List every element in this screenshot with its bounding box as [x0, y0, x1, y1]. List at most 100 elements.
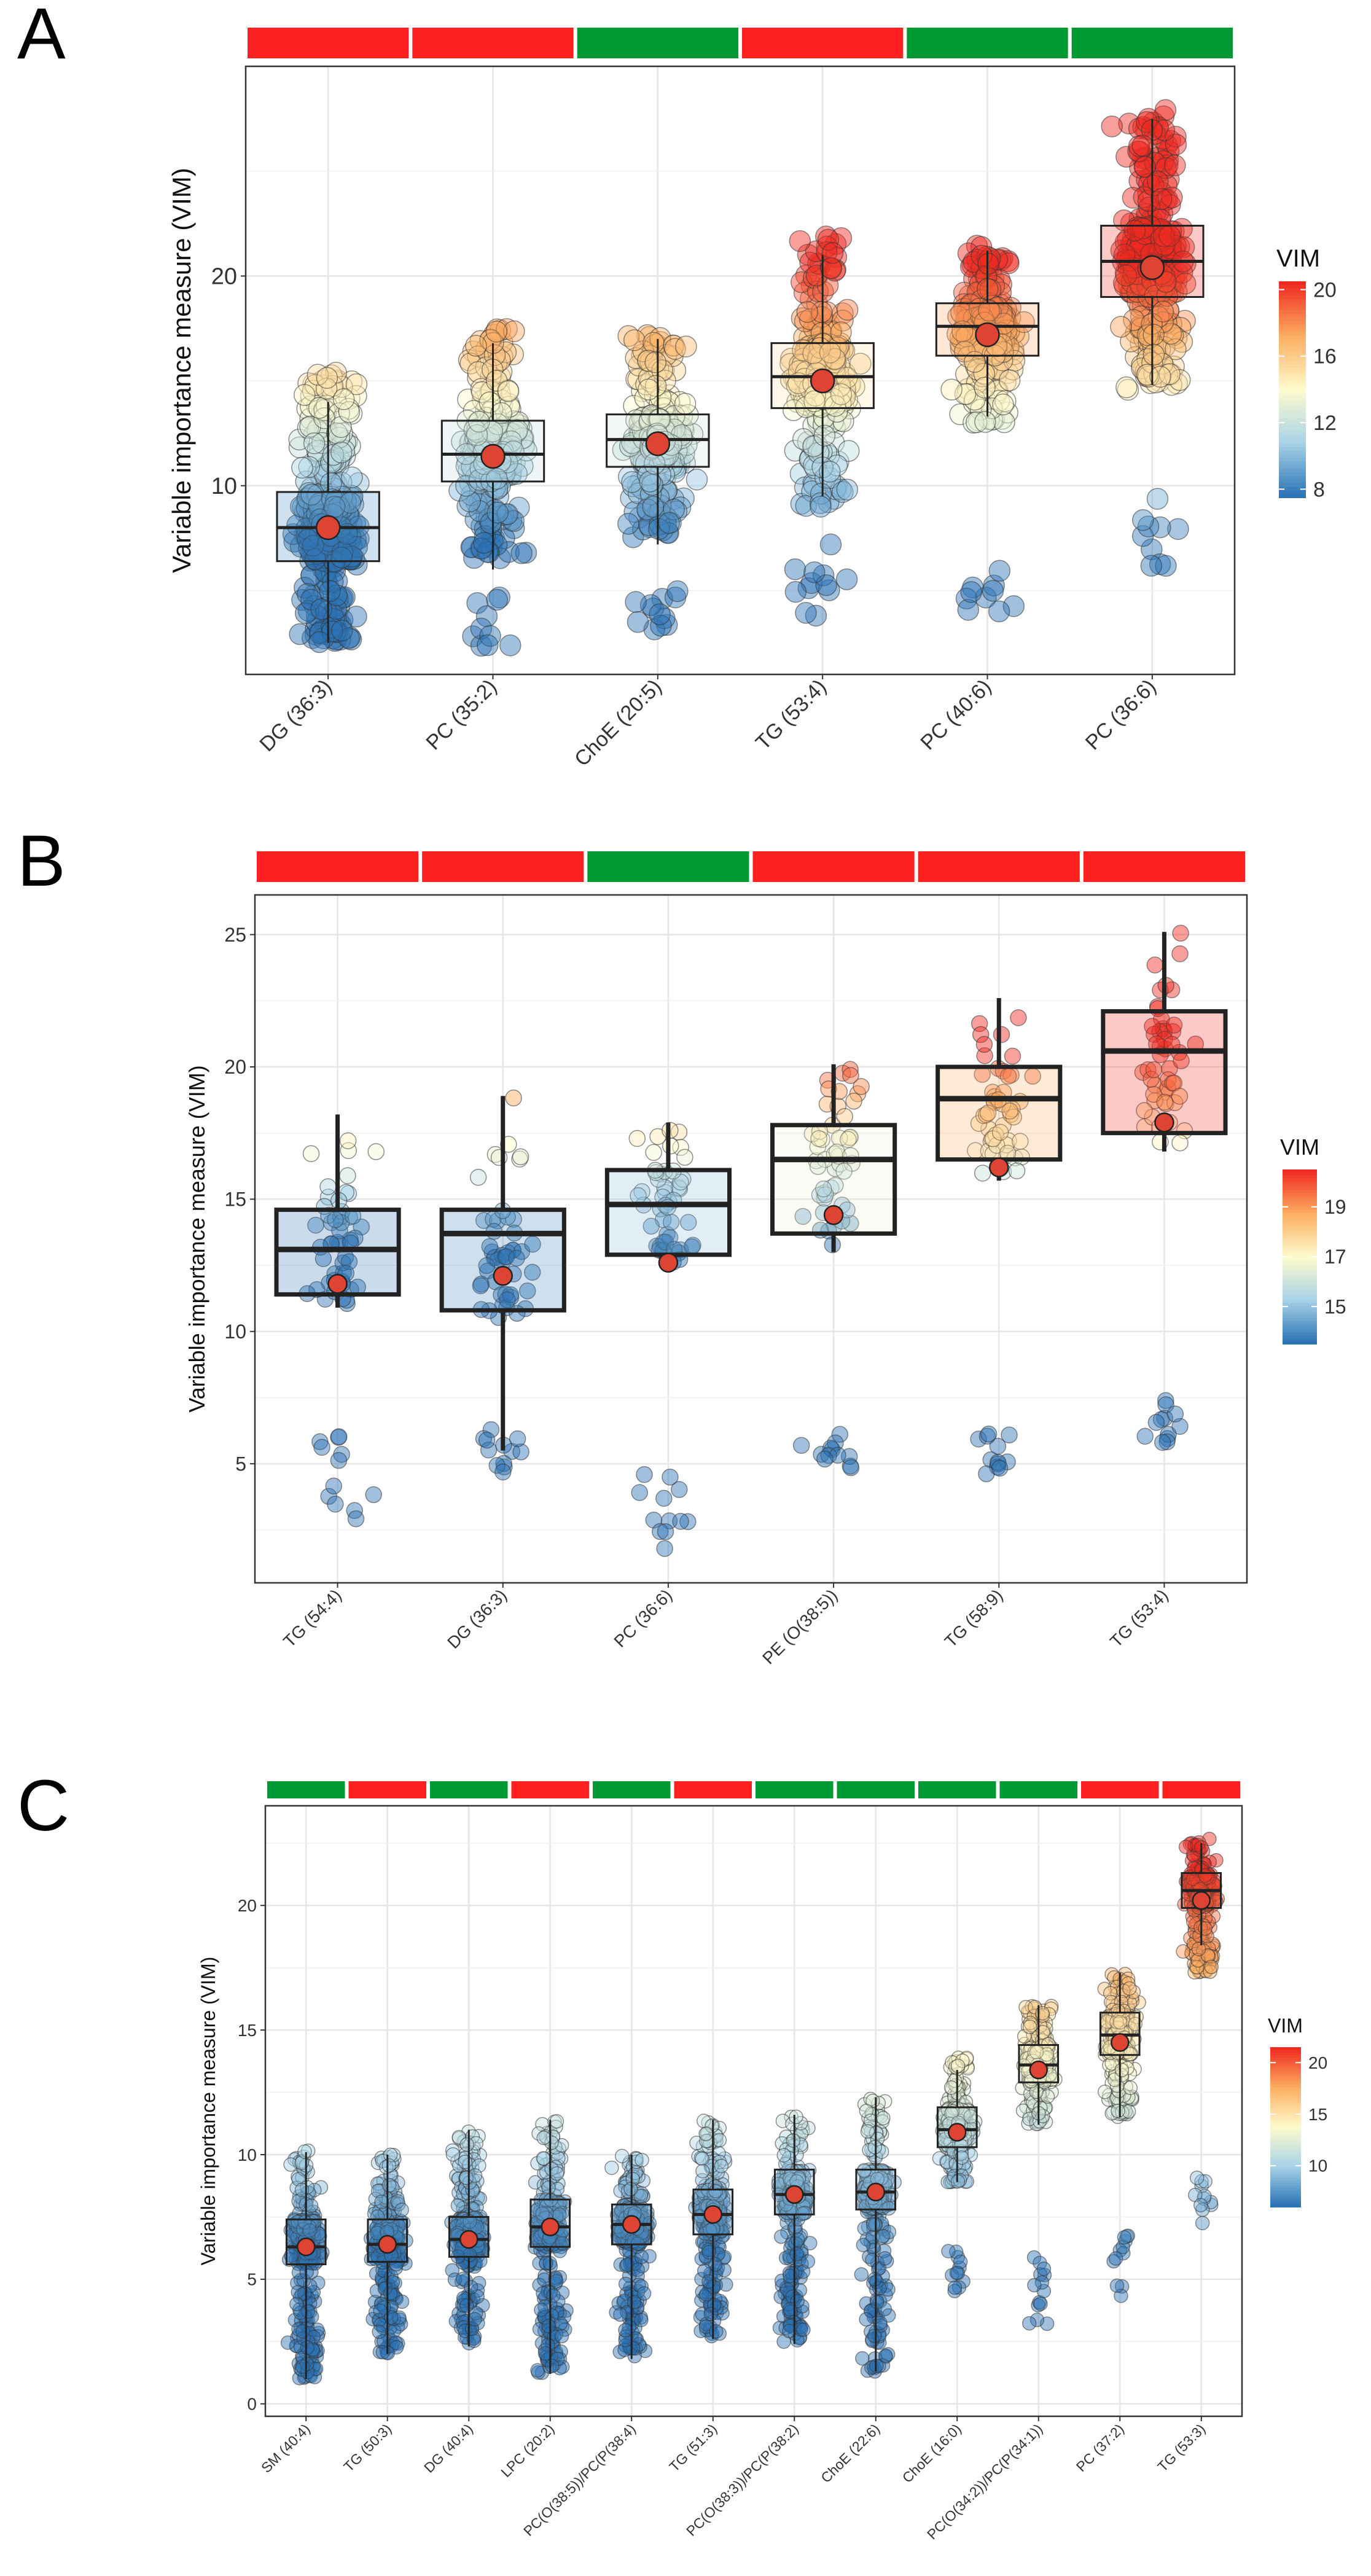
data-point [467, 2168, 483, 2183]
data-point [623, 329, 646, 351]
y-tick-label: 20 [238, 1896, 257, 1915]
outlier-point [803, 561, 826, 584]
data-point [319, 1178, 337, 1195]
outlier-point [957, 599, 980, 621]
outlier-point [784, 558, 807, 580]
status-segment-up [742, 28, 904, 58]
data-point [830, 321, 852, 343]
status-segment-down [837, 1781, 915, 1798]
outlier-point [842, 1459, 860, 1477]
status-segment-down [999, 1781, 1077, 1798]
data-point [458, 2155, 472, 2169]
data-point [295, 2324, 310, 2339]
colorbar-slice [1279, 338, 1306, 343]
colorbar-slice [1279, 349, 1306, 354]
y-tick-label: 10 [238, 2145, 257, 2164]
data-point [627, 2295, 642, 2309]
data-point [464, 2280, 478, 2295]
status-segment-up [257, 851, 419, 882]
outlier-point [636, 1466, 653, 1483]
data-point [604, 2160, 619, 2176]
data-point [974, 1165, 991, 1182]
colorbar-slice [1279, 321, 1306, 326]
status-segment-up [412, 28, 574, 58]
outlier-point [1146, 488, 1169, 510]
outlier-point [982, 580, 1004, 602]
data-point [465, 335, 487, 357]
colorbar-slice [1279, 306, 1306, 311]
colorbar-slice [1279, 415, 1306, 419]
status-segment-up [752, 851, 915, 882]
data-point [289, 2297, 304, 2311]
outlier-point [1136, 1427, 1154, 1445]
data-point [459, 2137, 474, 2152]
outlier-point [477, 634, 499, 657]
data-point [974, 377, 996, 399]
data-point [1150, 188, 1173, 210]
data-point [618, 2276, 633, 2292]
data-point [339, 1132, 357, 1150]
colorbar-slice [1279, 443, 1306, 448]
outlier-point [816, 1450, 834, 1468]
status-segment-down [907, 28, 1068, 58]
y-tick-label: 5 [247, 2270, 257, 2289]
panel-label: B [17, 821, 66, 902]
data-point [975, 1036, 993, 1053]
colorbar-slice [1279, 429, 1306, 434]
colorbar-slice [1279, 425, 1306, 430]
colorbar-tick-label: 17 [1324, 1246, 1346, 1268]
data-point [1146, 956, 1164, 974]
data-point [1115, 376, 1138, 399]
y-axis-label: Variable importance measure (VIM) [167, 168, 196, 573]
data-point [789, 230, 811, 252]
colorbar-slice [1279, 361, 1306, 365]
y-tick-label: 20 [224, 1056, 246, 1078]
data-point [613, 2307, 628, 2322]
y-tick-label: 25 [224, 924, 246, 946]
status-segment-up [1083, 851, 1245, 882]
colorbar-slice [1279, 299, 1306, 304]
outlier-point [325, 1477, 343, 1495]
data-point [676, 1149, 693, 1166]
status-segment-down [593, 1781, 671, 1798]
colorbar-slice [1279, 454, 1306, 459]
data-point [1171, 1134, 1189, 1152]
colorbar-slice [1279, 303, 1306, 308]
outlier-point [980, 1426, 998, 1443]
outlier-point [1166, 1405, 1184, 1423]
outlier-point [327, 1496, 344, 1513]
data-point [1010, 1009, 1027, 1026]
colorbar-slice [1279, 392, 1306, 397]
colorbar-slice [1279, 367, 1306, 372]
y-tick-label: 10 [211, 474, 237, 499]
data-point [618, 2322, 633, 2338]
data-point [628, 1130, 646, 1147]
data-point [836, 299, 859, 321]
colorbar-slice [1279, 494, 1306, 498]
status-segment-down [267, 1781, 345, 1798]
outlier-point [792, 1437, 810, 1454]
colorbar-slice [1279, 458, 1306, 463]
data-point [331, 422, 353, 444]
outlier-point [784, 580, 807, 603]
colorbar-slice [1279, 332, 1306, 336]
data-point [1101, 115, 1123, 138]
status-segment-up [511, 1781, 589, 1798]
colorbar-slice [1279, 378, 1306, 383]
status-segment-down [918, 1781, 996, 1798]
colorbar-slice [1279, 400, 1306, 405]
y-tick-label: 0 [247, 2395, 257, 2414]
data-point [638, 378, 660, 400]
data-point [288, 428, 310, 451]
outlier-point [330, 1451, 348, 1469]
colorbar-slice [1279, 335, 1306, 340]
data-point [302, 1145, 320, 1163]
outlier-point [347, 1510, 365, 1528]
data-point [530, 2363, 545, 2378]
data-point [634, 2313, 649, 2327]
data-point [497, 380, 520, 402]
colorbar-slice [1279, 396, 1306, 401]
data-point [308, 397, 330, 419]
data-point [940, 378, 963, 401]
